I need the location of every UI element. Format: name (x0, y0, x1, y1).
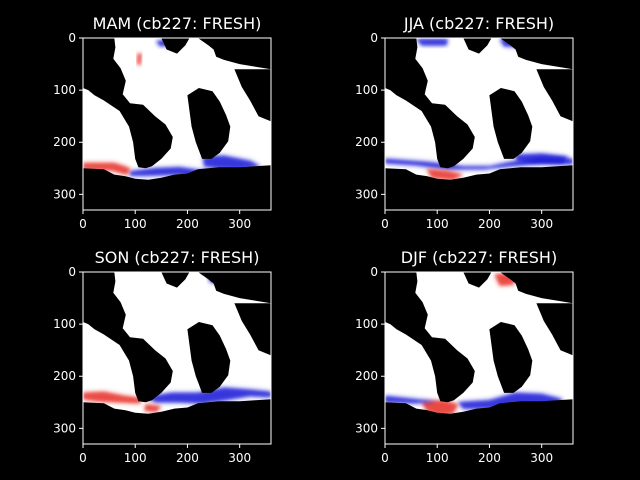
land-mask-greenland (161, 272, 190, 288)
land-mask-antarctica (385, 399, 573, 444)
y-tick-label: 100 (355, 83, 378, 97)
land-mask-greenland (161, 38, 190, 54)
subplot-title: SON (cb227: FRESH) (95, 248, 260, 267)
x-tick-label: 200 (478, 451, 501, 465)
anomaly-band-1 (458, 392, 563, 409)
land-mask-americas (83, 272, 173, 403)
axes-frame (82, 271, 272, 445)
subplot-title: JJA (cb227: FRESH) (403, 14, 554, 33)
x-tick-label: 300 (530, 451, 553, 465)
y-tick-label: 100 (53, 317, 76, 331)
x-tick-label: 200 (176, 451, 199, 465)
y-tick-label: 0 (68, 31, 76, 45)
y-tick-label: 200 (53, 369, 76, 383)
land-mask-africa (187, 322, 231, 393)
land-mask-americas (83, 38, 173, 169)
subplot-2: JJA (cb227: FRESH) 0 100 200 300 0 100 200 300 (355, 14, 574, 231)
x-tick-label: 200 (176, 217, 199, 231)
subplot-1: MAM (cb227: FRESH) 0 100 200 300 0 100 200 300 (53, 14, 272, 231)
subplot-4: DJF (cb227: FRESH) 0 100 200 300 0 100 200 300 (355, 248, 574, 465)
y-tick-label: 300 (355, 187, 378, 201)
y-tick-label: 200 (355, 369, 378, 383)
x-tick-label: 100 (426, 217, 449, 231)
land-mask-antarctica (385, 165, 573, 210)
land-mask-africa (489, 322, 533, 393)
y-tick-label: 300 (53, 421, 76, 435)
anomaly-band-3 (426, 169, 464, 180)
land-mask-europe (499, 38, 573, 70)
heatmap-field (83, 272, 271, 444)
subplot-3: SON (cb227: FRESH) 0 100 200 300 0 100 200 300 (53, 248, 272, 465)
land-mask-mideast (234, 69, 271, 122)
x-tick-label: 100 (426, 451, 449, 465)
land-mask-antarctica (83, 165, 271, 210)
anomaly-band-3 (385, 396, 438, 404)
x-tick-label: 100 (124, 217, 147, 231)
x-tick-label: 0 (381, 217, 389, 231)
y-tick-label: 0 (370, 265, 378, 279)
x-tick-label: 100 (124, 451, 147, 465)
anomaly-band-3 (83, 163, 130, 175)
land-mask-europe (197, 272, 271, 304)
land-mask-antarctica (83, 399, 271, 444)
anomaly-band-2 (83, 391, 141, 404)
axes-frame (82, 37, 272, 211)
x-tick-label: 300 (228, 217, 251, 231)
x-tick-label: 200 (478, 217, 501, 231)
y-tick-label: 300 (53, 187, 76, 201)
y-tick-label: 200 (53, 135, 76, 149)
land-mask-mideast (536, 303, 573, 356)
heatmap-field (83, 38, 271, 210)
x-tick-label: 300 (530, 217, 553, 231)
heatmap-field (385, 272, 573, 444)
land-mask-africa (489, 88, 533, 159)
anomaly-band-5 (137, 53, 142, 66)
anomaly-band-1 (145, 387, 271, 404)
subplot-title: DJF (cb227: FRESH) (401, 248, 557, 267)
anomaly-band-2 (203, 155, 261, 170)
land-mask-europe (499, 272, 573, 304)
land-mask-europe (197, 38, 271, 70)
x-tick-label: 0 (79, 217, 87, 231)
land-mask-africa (187, 88, 231, 159)
axes-frame (384, 271, 574, 445)
land-mask-americas (385, 272, 475, 403)
y-tick-label: 200 (355, 135, 378, 149)
anomaly-band-3 (144, 404, 162, 412)
axes-frame (384, 37, 574, 211)
x-tick-label: 300 (228, 451, 251, 465)
heatmap-field (385, 38, 573, 210)
anomaly-band-4 (416, 39, 448, 46)
y-tick-label: 300 (355, 421, 378, 435)
anomaly-band-2 (515, 153, 568, 164)
y-tick-label: 0 (68, 265, 76, 279)
land-mask-greenland (463, 38, 492, 54)
subplot-title: MAM (cb227: FRESH) (93, 14, 262, 33)
x-tick-label: 0 (381, 451, 389, 465)
land-mask-greenland (463, 272, 492, 288)
x-tick-label: 0 (79, 451, 87, 465)
land-mask-americas (385, 38, 475, 169)
y-tick-label: 100 (53, 83, 76, 97)
y-tick-label: 0 (370, 31, 378, 45)
y-tick-label: 100 (355, 317, 378, 331)
land-mask-mideast (536, 69, 573, 122)
land-mask-mideast (234, 303, 271, 356)
